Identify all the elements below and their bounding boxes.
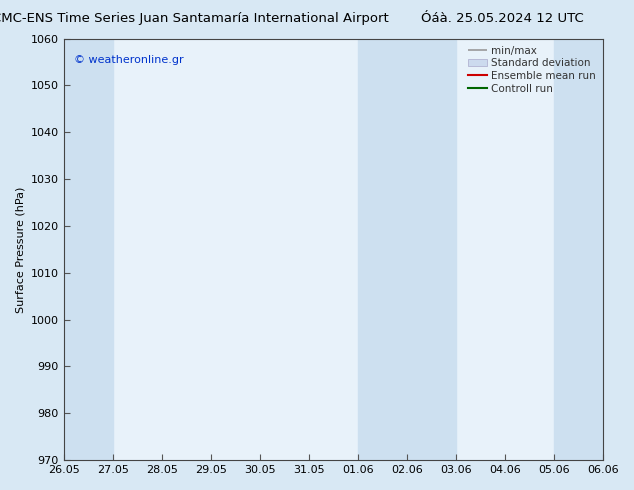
Text: © weatheronline.gr: © weatheronline.gr <box>74 55 184 66</box>
Text: CMC-ENS Time Series Juan Santamaría International Airport: CMC-ENS Time Series Juan Santamaría Inte… <box>0 12 389 25</box>
Text: Óáà. 25.05.2024 12 UTC: Óáà. 25.05.2024 12 UTC <box>420 12 583 25</box>
Y-axis label: Surface Pressure (hPa): Surface Pressure (hPa) <box>15 186 25 313</box>
Bar <box>554 39 603 460</box>
Bar <box>358 39 456 460</box>
Legend: min/max, Standard deviation, Ensemble mean run, Controll run: min/max, Standard deviation, Ensemble me… <box>466 44 598 96</box>
Bar <box>63 39 113 460</box>
